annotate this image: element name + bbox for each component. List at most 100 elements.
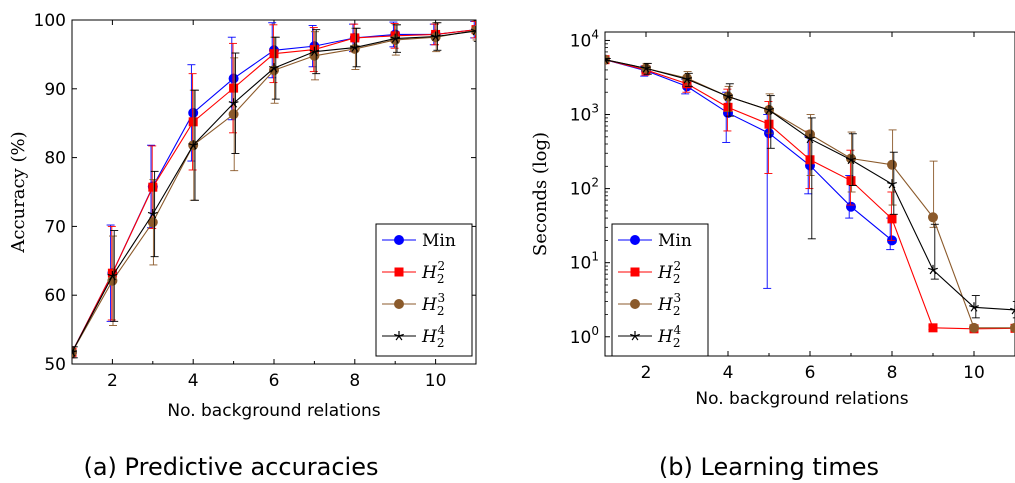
data-point [764, 105, 774, 115]
legend-marker [630, 235, 640, 245]
y-tick-label: 80 [44, 149, 66, 169]
legend-marker [630, 331, 640, 341]
x-tick-label: 4 [723, 363, 734, 383]
legend-item: H24 [382, 323, 445, 350]
data-point [723, 102, 733, 112]
data-point [228, 109, 239, 120]
legend-item: Min [618, 231, 692, 251]
y-tick-label: 70 [44, 217, 66, 237]
data-point [887, 159, 897, 170]
legend-label-superscript: 2 [437, 259, 445, 273]
data-point [928, 323, 938, 333]
data-point [72, 347, 77, 357]
y-tick-label: 102 [570, 176, 599, 200]
data-point [229, 83, 239, 93]
x-tick-label: 8 [349, 371, 360, 391]
y-tick-label: 90 [44, 80, 66, 100]
legend-label-base: H [421, 327, 438, 347]
legend-label-base: H [657, 263, 674, 283]
data-point [430, 31, 441, 41]
data-point [969, 322, 979, 333]
legend-label-base: H [421, 295, 438, 315]
legend-item: H23 [382, 291, 445, 318]
legend-box [611, 223, 709, 357]
data-point [682, 74, 692, 84]
x-tick-label: 10 [963, 363, 985, 383]
y-tick-exponent: 3 [591, 102, 599, 116]
data-point [805, 155, 815, 165]
subfigure-caption: (a) Predictive accuracies [83, 453, 378, 481]
legend-label: H22 [421, 259, 445, 286]
legend-label-base: H [657, 327, 674, 347]
legend-label: Min [658, 231, 692, 251]
legend-label-subscript: 2 [673, 304, 681, 318]
legend-label-base: H [421, 263, 438, 283]
data-point [928, 212, 938, 223]
y-tick-exponent: 0 [591, 324, 599, 338]
data-point [188, 117, 198, 127]
legend-marker [630, 267, 640, 277]
y-tick-label: 104 [570, 27, 599, 51]
data-point [723, 91, 733, 101]
data-point [228, 73, 239, 84]
legend-label: H24 [421, 323, 445, 350]
series-h24 [605, 54, 1015, 319]
legend-label: H22 [657, 259, 681, 286]
x-tick-label: 8 [887, 363, 898, 383]
legend-label-subscript: 2 [673, 272, 681, 286]
legend-label-superscript: 4 [673, 323, 681, 337]
legend-marker [394, 299, 404, 309]
subfigure-caption: (b) Learning times [659, 453, 879, 481]
y-tick-label: 60 [44, 286, 66, 306]
data-point [269, 63, 279, 73]
legend-item: H22 [382, 259, 445, 286]
data-point [309, 46, 320, 57]
legend-item: H23 [618, 291, 681, 318]
data-point [846, 154, 856, 165]
y-tick-label: 103 [570, 102, 599, 126]
x-axis-title: No. background relations [167, 401, 380, 421]
legend-label-subscript: 2 [437, 272, 445, 286]
x-tick-label: 6 [805, 363, 816, 383]
data-point [148, 182, 158, 192]
legend-marker [630, 299, 640, 309]
legend-item: Min [382, 231, 456, 251]
legend-marker [394, 331, 404, 341]
y-axis-title: Seconds (log) [530, 132, 551, 256]
data-point [887, 179, 897, 189]
legend-label-superscript: 3 [437, 291, 445, 305]
y-tick-label: 100 [34, 11, 66, 31]
data-point [390, 33, 401, 43]
x-tick-label: 4 [188, 371, 199, 391]
y-axis-title: Accuracy (%) [8, 131, 29, 253]
data-point [846, 176, 856, 186]
legend-label-subscript: 2 [673, 336, 681, 350]
data-point [350, 33, 360, 43]
data-point [605, 54, 610, 65]
data-point [269, 49, 279, 59]
data-point [805, 133, 815, 144]
data-point [1010, 322, 1015, 333]
y-tick-label: 101 [570, 250, 599, 274]
legend-label-superscript: 4 [437, 323, 445, 337]
data-point [682, 79, 692, 89]
legend-label-base: H [657, 295, 674, 315]
legend-label-subscript: 2 [437, 304, 445, 318]
legend-label-superscript: 3 [673, 291, 681, 305]
data-point [846, 201, 856, 212]
x-tick-label: 6 [269, 371, 280, 391]
legend-item: H22 [618, 259, 681, 286]
legend-label-superscript: 2 [673, 259, 681, 273]
legend-marker [394, 235, 404, 245]
data-point [147, 209, 158, 219]
y-tick-label: 100 [570, 324, 599, 348]
legend-label: H23 [421, 291, 445, 318]
data-point [228, 98, 239, 108]
y-tick-label: 50 [44, 355, 66, 375]
data-point [188, 140, 199, 150]
